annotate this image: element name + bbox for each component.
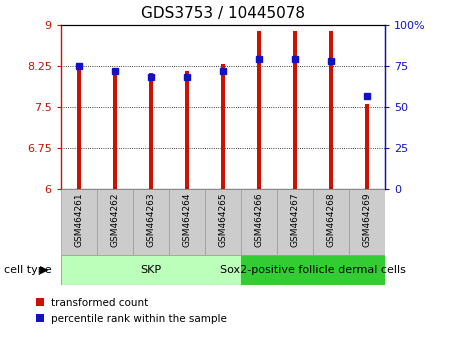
Text: Sox2-positive follicle dermal cells: Sox2-positive follicle dermal cells [220,265,406,275]
Bar [328,32,333,189]
Bar [364,104,369,189]
Bar [97,189,133,255]
Bar [169,189,205,255]
Text: ▶: ▶ [40,265,48,275]
Text: percentile rank within the sample: percentile rank within the sample [51,314,227,324]
Bar [349,189,385,255]
Text: cell type: cell type [4,265,52,275]
Title: GDS3753 / 10445078: GDS3753 / 10445078 [141,6,305,21]
Text: GSM464264: GSM464264 [182,192,191,246]
Bar [241,189,277,255]
Bar [61,189,97,255]
Bar [133,189,169,255]
Text: GSM464265: GSM464265 [218,192,227,247]
Text: GSM464266: GSM464266 [254,192,263,247]
Bar [184,72,189,189]
Text: GSM464267: GSM464267 [290,192,299,247]
Bar [292,32,297,189]
Text: GSM464261: GSM464261 [74,192,83,247]
Text: SKP: SKP [140,265,161,275]
Text: GSM464263: GSM464263 [146,192,155,247]
Text: GSM464268: GSM464268 [326,192,335,247]
Text: transformed count: transformed count [51,298,148,308]
Bar [256,32,261,189]
Bar [205,189,241,255]
Bar [313,189,349,255]
Text: GSM464269: GSM464269 [362,192,371,247]
Text: GSM464262: GSM464262 [110,192,119,246]
Bar [76,68,81,189]
Bar [148,73,153,189]
Bar [61,255,241,285]
Bar [220,64,225,189]
Bar [112,69,117,189]
Bar [241,255,385,285]
Bar [277,189,313,255]
